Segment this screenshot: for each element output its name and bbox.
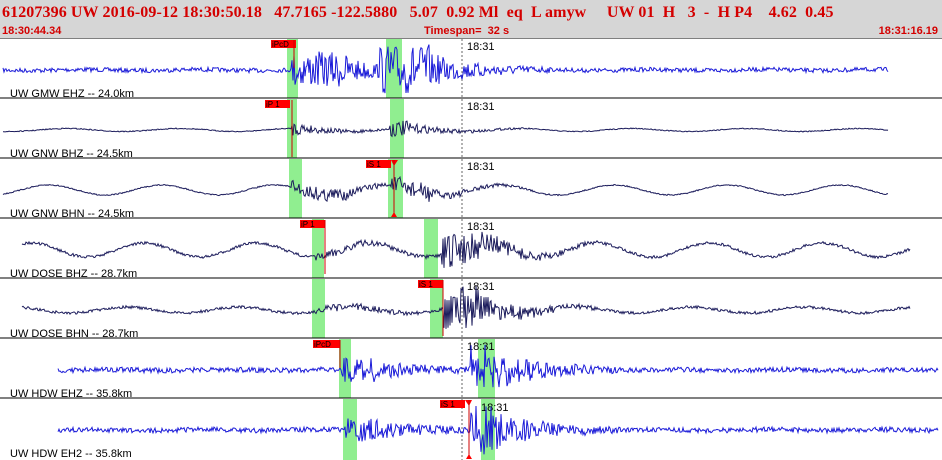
seismogram-trace: [2, 175, 889, 202]
seismogram-panel[interactable]: 18:31 iPcD UW GMW EHZ -- 24.0km 18:31 iP…: [0, 38, 942, 460]
station-label: UW DOSE BHZ -- 28.7km: [10, 268, 137, 280]
station-label: UW HDW EH2 -- 35.8km: [10, 448, 132, 460]
seismogram-trace: [2, 120, 889, 138]
pick-label: iP 1: [266, 100, 280, 109]
end-time: 18:31:16.19: [878, 25, 938, 37]
pick-flag[interactable]: [265, 100, 290, 108]
minute-tick: 18:31: [467, 161, 495, 173]
minute-tick: 18:31: [467, 41, 495, 53]
pick-flag[interactable]: [271, 40, 296, 48]
timespan-label: Timespan= 32 s: [424, 25, 510, 37]
trace-track[interactable]: 18:31 iP 1 UW DOSE BHZ -- 28.7km: [0, 217, 942, 280]
trace-track[interactable]: 18:31 iP 1 UW GNW BHZ -- 24.5km: [0, 97, 942, 160]
station-label: UW GMW EHZ -- 24.0km: [10, 88, 134, 100]
pick-label: iS 1: [441, 400, 455, 409]
trace-track[interactable]: 18:31 iS 1 UW DOSE BHN -- 28.7km: [0, 277, 942, 340]
start-time: 18:30:44.34: [2, 25, 62, 37]
pick-label: iPcD: [272, 40, 289, 49]
seismogram-trace: [57, 405, 939, 455]
minute-tick: 18:31: [467, 221, 495, 233]
minute-tick: 18:31: [481, 402, 509, 414]
event-summary-title: 61207396 UW 2016-09-12 18:30:50.18 47.71…: [2, 4, 834, 21]
minute-tick: 18:31: [467, 101, 495, 113]
minute-tick: 18:31: [467, 341, 495, 353]
seismogram-trace: [2, 44, 889, 94]
pick-label: iS 1: [367, 160, 381, 169]
seismogram-trace: [21, 286, 911, 329]
pick-flag[interactable]: [440, 400, 465, 408]
minute-tick: 18:31: [467, 281, 495, 293]
seismogram-trace: [57, 344, 939, 388]
header-bar: 61207396 UW 2016-09-12 18:30:50.18 47.71…: [0, 0, 942, 38]
trace-track[interactable]: 18:31 iPcD UW HDW EHZ -- 35.8km: [0, 337, 942, 400]
pick-label: iS 1: [419, 280, 433, 289]
pick-label: iPcD: [314, 340, 331, 349]
seismogram-trace: [21, 231, 911, 268]
station-label: UW DOSE BHN -- 28.7km: [10, 328, 138, 340]
trace-track[interactable]: 18:31 iS 1 UW GNW BHN -- 24.5km: [0, 157, 942, 220]
pick-flag[interactable]: [300, 220, 325, 228]
trace-track[interactable]: 18:31 iS 1 UW HDW EH2 -- 35.8km: [0, 397, 942, 460]
station-label: UW GNW BHN -- 24.5km: [10, 208, 134, 220]
pick-flag[interactable]: [313, 340, 340, 348]
pick-label: iP 1: [301, 220, 315, 229]
pick-flag[interactable]: [366, 160, 391, 168]
station-label: UW GNW BHZ -- 24.5km: [10, 148, 133, 160]
station-label: UW HDW EHZ -- 35.8km: [10, 388, 132, 400]
trace-track[interactable]: 18:31 iPcD UW GMW EHZ -- 24.0km: [0, 38, 942, 100]
pick-flag[interactable]: [418, 280, 443, 288]
